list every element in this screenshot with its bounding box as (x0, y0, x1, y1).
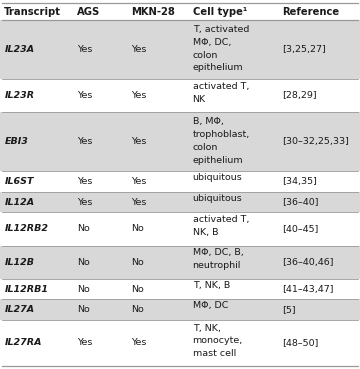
Text: neutrophil: neutrophil (193, 261, 241, 270)
Text: MΦ, DC: MΦ, DC (193, 301, 228, 310)
Text: No: No (131, 305, 144, 314)
Text: Cell type¹: Cell type¹ (193, 7, 247, 17)
Text: activated T,: activated T, (193, 215, 249, 224)
Text: NK: NK (193, 94, 206, 104)
Text: Yes: Yes (77, 45, 93, 54)
Text: Yes: Yes (131, 198, 147, 207)
Bar (0, 299, 360, 320)
Text: [5]: [5] (283, 305, 296, 314)
Text: Yes: Yes (77, 137, 93, 146)
Text: [41–43,47]: [41–43,47] (283, 284, 334, 294)
Text: mast cell: mast cell (193, 349, 236, 358)
Text: IL12RB1: IL12RB1 (4, 284, 48, 294)
Text: IL12RB2: IL12RB2 (4, 224, 48, 234)
Text: No: No (131, 284, 144, 294)
Text: ubiquitous: ubiquitous (193, 193, 242, 203)
Text: No: No (131, 224, 144, 234)
Text: AGS: AGS (77, 7, 101, 17)
Text: activated T,: activated T, (193, 82, 249, 91)
Text: T, NK,: T, NK, (193, 324, 220, 332)
Text: [36–40]: [36–40] (283, 198, 319, 207)
Text: No: No (131, 258, 144, 267)
Bar (0, 79, 360, 113)
Text: [40–45]: [40–45] (283, 224, 319, 234)
Text: Yes: Yes (77, 177, 93, 186)
Bar (0, 246, 360, 279)
Text: No: No (77, 284, 90, 294)
Text: T, activated: T, activated (193, 25, 249, 34)
Text: epithelium: epithelium (193, 156, 243, 165)
Text: [48–50]: [48–50] (283, 338, 319, 348)
Text: monocyte,: monocyte, (193, 337, 243, 345)
Text: [3,25,27]: [3,25,27] (283, 45, 327, 54)
Text: MΦ, DC, B,: MΦ, DC, B, (193, 248, 243, 257)
Text: Yes: Yes (131, 137, 147, 146)
Bar (0, 3, 360, 20)
Bar (0, 20, 360, 79)
Bar (0, 279, 360, 299)
Bar (0, 172, 360, 192)
Text: [36–40,46]: [36–40,46] (283, 258, 334, 267)
Text: Yes: Yes (131, 177, 147, 186)
Text: IL23A: IL23A (4, 45, 35, 54)
Text: Reference: Reference (283, 7, 340, 17)
Text: MΦ, DC,: MΦ, DC, (193, 38, 231, 47)
Text: [34,35]: [34,35] (283, 177, 318, 186)
Text: trophoblast,: trophoblast, (193, 130, 250, 139)
Text: No: No (77, 258, 90, 267)
Text: epithelium: epithelium (193, 63, 243, 72)
Text: EBI3: EBI3 (4, 137, 28, 146)
Text: NK, B: NK, B (193, 228, 218, 237)
Bar (0, 320, 360, 366)
Text: IL6ST: IL6ST (4, 177, 34, 186)
Text: IL12B: IL12B (4, 258, 34, 267)
Text: IL12A: IL12A (4, 198, 35, 207)
Text: No: No (77, 224, 90, 234)
Text: Yes: Yes (77, 198, 93, 207)
Text: colon: colon (193, 143, 218, 152)
Text: Yes: Yes (131, 338, 147, 348)
Text: Yes: Yes (131, 45, 147, 54)
Bar (0, 212, 360, 246)
Text: [28,29]: [28,29] (283, 91, 317, 100)
Text: Yes: Yes (77, 338, 93, 348)
Text: Transcript: Transcript (4, 7, 61, 17)
Text: ubiquitous: ubiquitous (193, 173, 242, 182)
Text: [30–32,25,33]: [30–32,25,33] (283, 137, 350, 146)
Text: IL27A: IL27A (4, 305, 35, 314)
Text: T, NK, B: T, NK, B (193, 280, 230, 290)
Text: Yes: Yes (77, 91, 93, 100)
Bar (0, 113, 360, 172)
Text: Yes: Yes (131, 91, 147, 100)
Bar (0, 192, 360, 212)
Text: IL27RA: IL27RA (4, 338, 42, 348)
Text: MKN-28: MKN-28 (131, 7, 175, 17)
Text: IL23R: IL23R (4, 91, 35, 100)
Text: No: No (77, 305, 90, 314)
Text: colon: colon (193, 51, 218, 59)
Text: B, MΦ,: B, MΦ, (193, 117, 224, 126)
